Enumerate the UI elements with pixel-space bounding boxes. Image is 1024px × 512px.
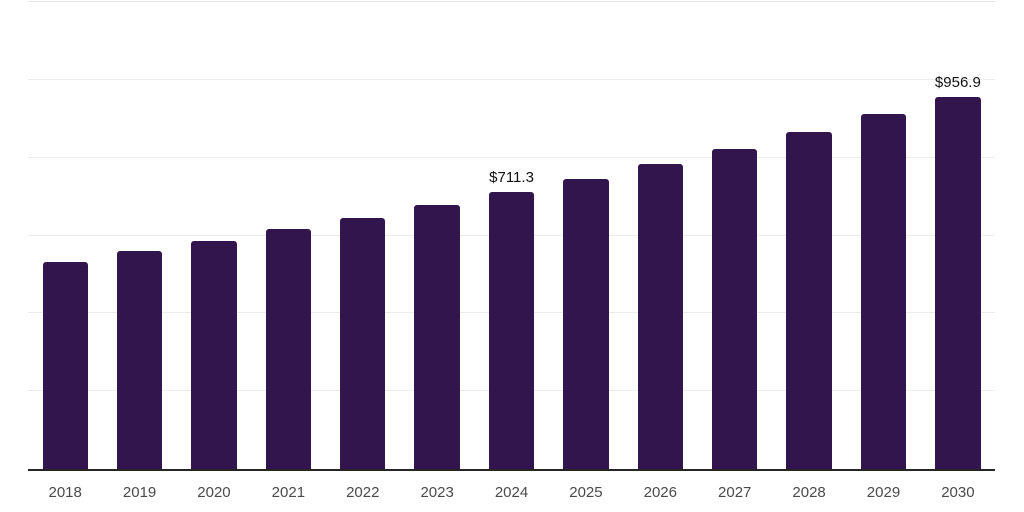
bar-2018	[42, 262, 88, 469]
gridline-800	[28, 156, 995, 158]
bar-2029	[860, 114, 907, 469]
bar-cell-2023	[400, 2, 474, 469]
x-tick-label-2020: 2020	[197, 484, 231, 501]
x-axis-labels: 2018 2019 2020 2021 2022 2023 2024 2025 2026 2027…	[28, 485, 995, 500]
bar-cell-2027	[698, 2, 772, 469]
gridline-1200	[28, 1, 995, 2]
bar-value-label-2024: $711.3	[489, 169, 534, 187]
bar-cell-2025	[549, 2, 623, 469]
x-tick-label-2018: 2018	[48, 484, 82, 501]
bar-cell-2020	[177, 2, 251, 469]
bar-2026	[637, 163, 683, 469]
gridline-1000	[28, 78, 995, 80]
bar-2019	[116, 251, 163, 469]
x-tick-label-2019: 2019	[122, 484, 157, 501]
bar-2025	[563, 178, 609, 469]
bar-2028	[786, 131, 832, 469]
x-tick-label-2022: 2022	[346, 484, 380, 501]
x-tick-label-2029: 2029	[866, 484, 901, 501]
bar-cell-2028	[772, 2, 846, 469]
bar-2027	[712, 148, 758, 469]
bar-cell-2022	[326, 2, 400, 469]
bar-2020	[191, 240, 237, 469]
x-tick-label-2030: 2030	[941, 484, 975, 501]
bar-cell-2019	[102, 2, 176, 469]
x-axis-line	[28, 469, 995, 471]
bar-2030	[935, 96, 981, 469]
bar-2024	[488, 192, 535, 469]
bar-value-label-2030: $956.9	[934, 73, 981, 91]
bar-2022	[340, 217, 386, 469]
bar-2021	[265, 228, 312, 469]
bar-2023	[414, 205, 460, 469]
x-tick-label-2024: 2024	[494, 484, 529, 501]
bar-cell-2026	[623, 2, 697, 469]
x-tick-label-2023: 2023	[420, 484, 454, 501]
x-tick-label-2021: 2021	[271, 484, 306, 501]
x-tick-label-2025: 2025	[569, 484, 603, 501]
bars-layer: $711.3 $956.9	[28, 2, 995, 469]
x-tick-label-2027: 2027	[718, 484, 752, 501]
plot-area: $711.3 $956.9	[28, 1, 995, 471]
bar-cell-2018	[28, 2, 102, 469]
bar-cell-2024: $711.3	[474, 2, 548, 469]
x-tick-label-2028: 2028	[792, 484, 826, 501]
x-tick-label-2026: 2026	[643, 484, 677, 501]
bar-cell-2021	[251, 2, 325, 469]
bar-cell-2029	[846, 2, 920, 469]
bar-chart: $711.3 $956.9 2018 2019 2020 2021 2022 2023 202…	[28, 1, 995, 500]
bar-cell-2030: $956.9	[921, 2, 995, 469]
